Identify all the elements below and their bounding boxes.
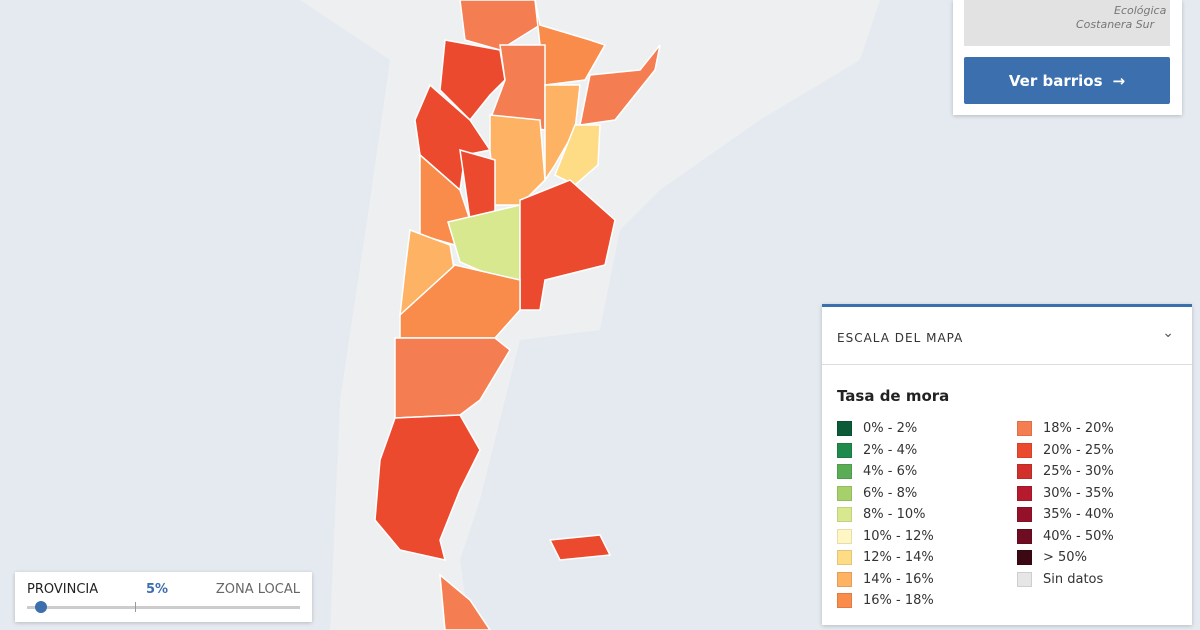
legend-label: 10% - 12% (863, 528, 934, 544)
map-label: Costanera Sur (1076, 18, 1155, 31)
legend-item: 20% - 25% (1017, 442, 1114, 458)
legend-label: 16% - 18% (863, 593, 934, 608)
map-label: Ecológica (1114, 4, 1167, 17)
legend-item: 16% - 18% (837, 593, 934, 608)
legend-swatch (1017, 571, 1032, 587)
legend-swatch (1017, 507, 1032, 522)
legend-item: 8% - 10% (837, 507, 925, 522)
legend-swatch (837, 421, 852, 436)
legend-item: 35% - 40% (1017, 507, 1114, 522)
legend-header: ESCALA DEL MAPA (837, 331, 964, 345)
legend-swatch (837, 485, 852, 501)
legend-label: 0% - 2% (863, 421, 918, 436)
legend-label: 30% - 35% (1043, 485, 1114, 501)
provinces (374, 0, 661, 630)
arrow-icon: → (1112, 71, 1126, 90)
legend-label: 35% - 40% (1043, 507, 1114, 522)
button-label: Ver barrios (1008, 71, 1103, 90)
legend-item: 4% - 6% (837, 464, 917, 479)
zoom-slider: PROVINCIA 5% ZONA LOCAL (15, 572, 312, 622)
legend-label: 18% - 20% (1043, 421, 1114, 436)
legend-label: 6% - 8% (863, 485, 918, 501)
legend-label: 2% - 4% (863, 442, 918, 458)
legend-swatch (1017, 421, 1032, 436)
legend-item: 0% - 2% (837, 421, 917, 436)
slider-handle[interactable] (35, 601, 47, 613)
legend-swatch (1017, 528, 1032, 544)
legend-swatch (837, 593, 852, 608)
legend-item: 18% - 20% (1017, 421, 1114, 436)
legend: ESCALA DEL MAPA ⌄ Tasa de mora 0% - 2% 2%… (822, 304, 1192, 625)
legend-swatch (1017, 464, 1032, 479)
legend-label: > 50% (1043, 550, 1087, 565)
slider-left: PROVINCIA (27, 582, 99, 597)
legend-item: 6% - 8% (837, 485, 918, 501)
legend-item: > 50% (1017, 550, 1087, 565)
legend-label: 12% - 14% (863, 550, 934, 565)
legend-swatch (837, 550, 852, 565)
legend-label: 40% - 50% (1043, 528, 1114, 544)
legend-item: 10% - 12% (837, 528, 934, 544)
legend-swatch (837, 571, 852, 587)
legend-swatch (837, 528, 852, 544)
legend-item: 2% - 4% (837, 442, 918, 458)
legend-swatch (837, 507, 852, 522)
legend-item: 40% - 50% (1017, 528, 1114, 544)
slider-value: 5% (146, 582, 169, 597)
legend-label: 8% - 10% (863, 507, 926, 522)
chevron[interactable]: ⌄ (1162, 325, 1174, 341)
legend-swatch (1017, 442, 1032, 458)
legend-swatch (837, 442, 852, 458)
legend-item: 25% - 30% (1017, 464, 1114, 479)
legend-item: 14% - 16% (837, 571, 934, 587)
ver-barrios-button[interactable]: Ver barrios → (964, 57, 1170, 104)
legend-label: 14% - 16% (863, 571, 934, 587)
legend-swatch (1017, 550, 1032, 565)
legend-title: Tasa de mora (837, 387, 950, 405)
legend-label: Sin datos (1043, 571, 1104, 587)
slider-right: ZONA LOCAL (215, 582, 300, 597)
legend-swatch (837, 464, 852, 479)
legend-item: 12% - 14% (837, 550, 934, 565)
barrios-card: Ecológica Costanera Sur Ver barrios → (953, 0, 1182, 115)
legend-label: 20% - 25% (1043, 442, 1114, 458)
legend-label: 4% - 6% (863, 464, 918, 479)
legend-swatch (1017, 485, 1032, 501)
legend-item: 30% - 35% (1017, 485, 1114, 501)
legend-item: Sin datos (1017, 571, 1104, 587)
map-thumbnail: Ecológica Costanera Sur (964, 0, 1170, 46)
legend-label: 25% - 30% (1043, 464, 1114, 479)
